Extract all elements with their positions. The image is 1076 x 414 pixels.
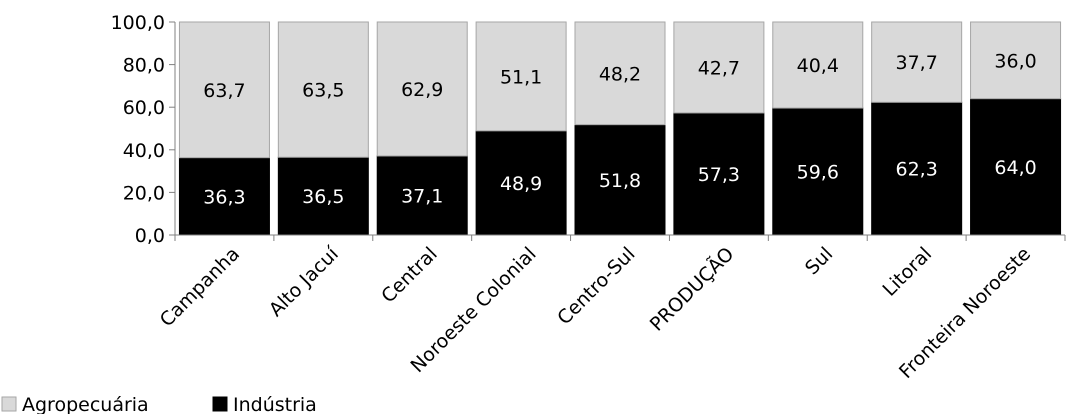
y-tick-label-2: 40,0 [123, 140, 165, 162]
x-category-label-5: PRODUÇÃO [645, 242, 738, 335]
x-category-label-0: Campanha [156, 243, 244, 331]
data-label-agropecuaria-2: 62,9 [401, 79, 443, 101]
data-label-agropecuaria-4: 48,2 [599, 63, 641, 85]
y-tick-label-1: 20,0 [123, 182, 165, 204]
bar-agropecuaria-3 [475, 21, 567, 132]
data-label-agropecuaria-3: 51,1 [500, 66, 542, 88]
legend-label-0: Agropecuária [22, 394, 149, 414]
data-label-agropecuaria-6: 40,4 [797, 55, 839, 77]
bar-agropecuaria-7 [871, 21, 963, 103]
x-category-label-6: Sul [801, 243, 837, 279]
bar-industria-0 [178, 157, 270, 236]
bar-agropecuaria-8 [970, 21, 1062, 100]
bar-industria-6 [772, 107, 864, 236]
data-label-agropecuaria-8: 36,0 [994, 50, 1036, 72]
data-label-industria-1: 36,5 [302, 186, 344, 208]
y-tick-label-4: 80,0 [123, 55, 165, 77]
y-tick-label-3: 60,0 [123, 97, 165, 119]
bar-industria-8 [970, 98, 1062, 236]
bar-agropecuaria-2 [376, 21, 468, 157]
data-label-industria-4: 51,8 [599, 170, 641, 192]
bar-agropecuaria-5 [673, 21, 765, 114]
bar-agropecuaria-6 [772, 21, 864, 109]
data-label-agropecuaria-7: 37,7 [896, 52, 938, 74]
data-label-industria-5: 57,3 [698, 164, 740, 186]
bar-industria-5 [673, 112, 765, 236]
x-category-label-1: Alto Jacuí [265, 242, 344, 321]
legend-swatch-0 [1, 396, 17, 412]
legend-label-1: Indústria [233, 394, 317, 414]
x-category-label-7: Litoral [878, 243, 936, 301]
data-label-agropecuaria-1: 63,5 [302, 80, 344, 102]
data-label-industria-8: 64,0 [994, 157, 1036, 179]
legend-swatch-1 [212, 396, 228, 412]
bar-agropecuaria-4 [574, 21, 666, 126]
bar-agropecuaria-1 [277, 21, 369, 158]
data-label-industria-0: 36,3 [203, 186, 245, 208]
bars-group [178, 21, 1062, 236]
bar-agropecuaria-0 [178, 21, 270, 159]
y-tick-label-0: 0,0 [135, 225, 165, 247]
x-category-label-2: Central [377, 243, 441, 307]
data-label-agropecuaria-0: 63,7 [203, 80, 245, 102]
data-label-industria-7: 62,3 [896, 159, 938, 181]
data-label-industria-6: 59,6 [797, 162, 839, 184]
legend: Agropecuária Indústria [1, 394, 317, 414]
data-labels-group: 36,3 63,7 36,5 63,5 37,1 62,9 48,9 51,1 51,8 48,2… [203, 50, 1036, 208]
x-category-label-4: Centro-Sul [553, 243, 639, 329]
bar-industria-7 [871, 101, 963, 236]
y-tick-label-5: 100,0 [111, 12, 165, 34]
data-label-industria-2: 37,1 [401, 185, 443, 207]
bar-industria-2 [376, 155, 468, 236]
data-label-industria-3: 48,9 [500, 173, 542, 195]
data-label-agropecuaria-5: 42,7 [698, 57, 740, 79]
